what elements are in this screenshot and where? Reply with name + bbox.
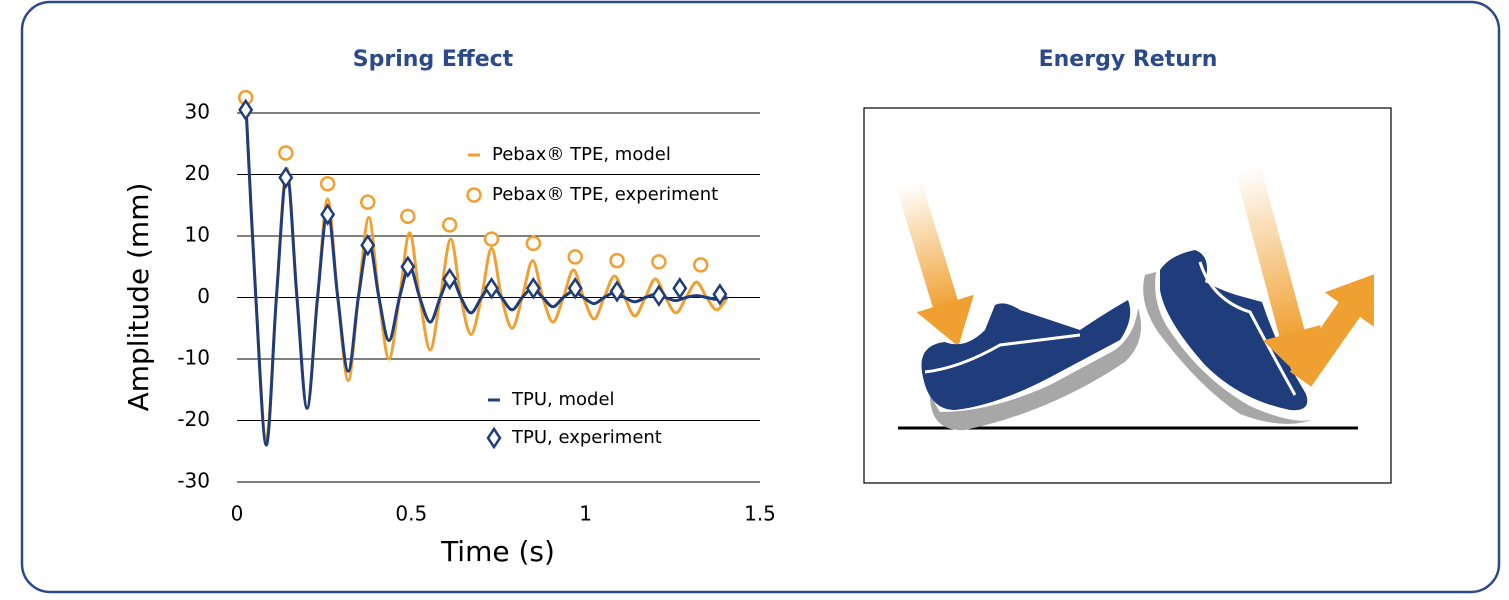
y-tick-label: -20 bbox=[177, 407, 210, 431]
experiment-point bbox=[567, 277, 583, 300]
experiment-point bbox=[525, 277, 541, 300]
experiment-point bbox=[692, 257, 709, 273]
y-tick-label: 10 bbox=[185, 223, 210, 247]
panel-border bbox=[20, 0, 1501, 594]
y-tick-label: 30 bbox=[185, 100, 210, 124]
y-tick-label: 0 bbox=[197, 284, 210, 308]
legend-swatch bbox=[486, 426, 502, 450]
experiment-point bbox=[238, 98, 254, 122]
shoe-sole bbox=[1143, 272, 1312, 424]
legend-label: TPU, experiment bbox=[511, 427, 662, 448]
experiment-point bbox=[441, 217, 458, 233]
experiment-point bbox=[360, 233, 376, 257]
experiment-point bbox=[278, 145, 294, 161]
shoe bbox=[921, 300, 1131, 410]
x-tick-label: 0 bbox=[231, 502, 244, 526]
legend-swatch bbox=[466, 187, 482, 203]
plot: -30 -20 -10 0 10 20 30 0 0.5 1 1.5 Pebax® TPE, mode… bbox=[177, 89, 776, 526]
arrow-in-left bbox=[896, 180, 974, 347]
experiment-point bbox=[651, 254, 667, 270]
y-tick-label: 20 bbox=[185, 161, 210, 185]
model-line bbox=[244, 100, 728, 447]
experiment-point bbox=[442, 267, 458, 291]
y-tick-label: -10 bbox=[177, 346, 210, 370]
illustration-title: Energy Return bbox=[1039, 47, 1218, 72]
arrow-out bbox=[1289, 274, 1375, 387]
shoe-sole bbox=[930, 308, 1142, 431]
experiment-point bbox=[360, 194, 376, 210]
x-tick-label: 0.5 bbox=[395, 502, 427, 526]
x-tick-label: 1 bbox=[579, 502, 592, 526]
experiment-point bbox=[609, 252, 625, 269]
experiment-point bbox=[651, 284, 667, 307]
shoe-stripe bbox=[924, 333, 1081, 374]
experiment-point bbox=[319, 175, 336, 192]
experiment-point bbox=[320, 203, 336, 226]
illustration bbox=[863, 107, 1392, 484]
chart-title: Spring Effect bbox=[353, 47, 514, 72]
experiment-point bbox=[609, 280, 625, 303]
legend-label: TPU, model bbox=[511, 389, 615, 410]
legend-label: Pebax® TPE, model bbox=[492, 144, 671, 165]
experiment-point bbox=[483, 231, 500, 247]
shoe bbox=[1160, 250, 1308, 411]
x-axis-label: Time (s) bbox=[440, 535, 555, 568]
y-axis-label: Amplitude (mm) bbox=[122, 183, 155, 412]
experiment-point bbox=[672, 277, 688, 300]
experiment-point bbox=[278, 166, 294, 189]
experiment-point bbox=[525, 235, 542, 252]
legend-label: Pebax® TPE, experiment bbox=[492, 184, 718, 205]
x-tick-label: 1.5 bbox=[744, 502, 776, 526]
experiment-point bbox=[484, 277, 500, 300]
y-tick-label: -30 bbox=[177, 469, 210, 493]
experiment-point bbox=[400, 208, 416, 225]
experiment-point bbox=[400, 255, 416, 279]
shoe-stripe bbox=[1198, 261, 1297, 396]
experiment-point bbox=[712, 283, 728, 306]
experiment-point bbox=[567, 249, 583, 265]
